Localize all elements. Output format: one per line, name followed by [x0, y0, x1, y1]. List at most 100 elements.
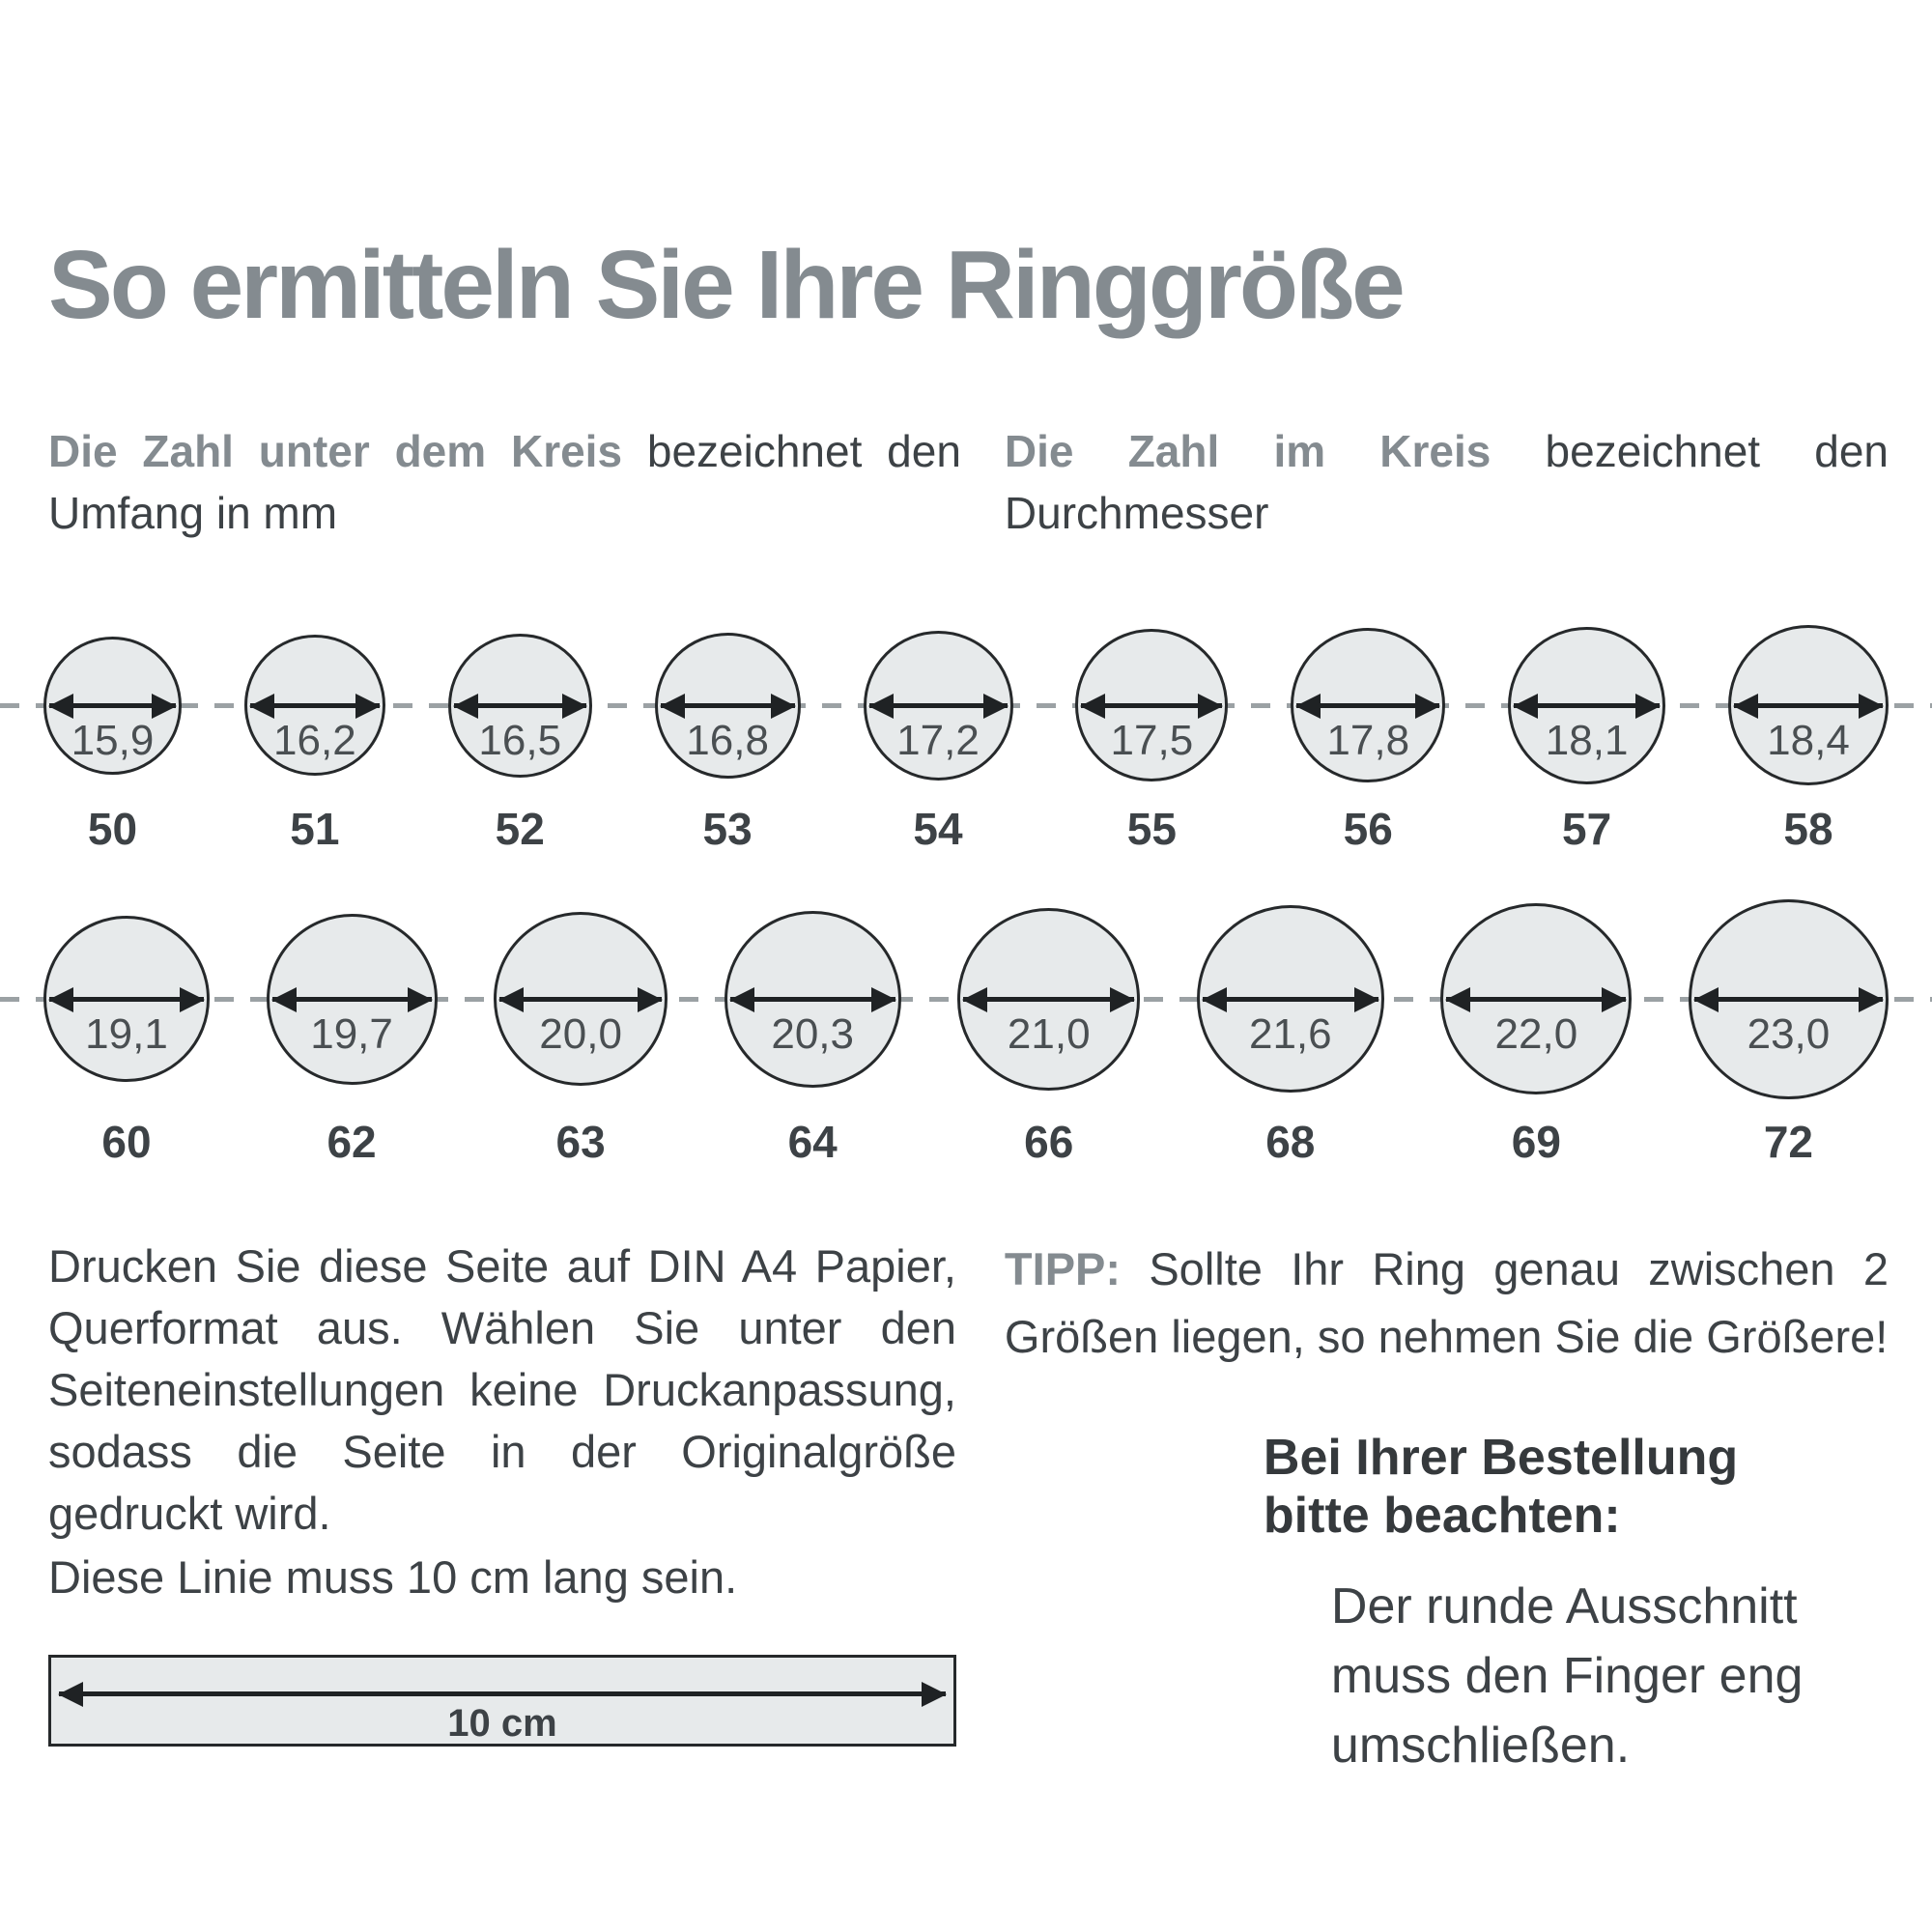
tip-text: TIPP: Sollte Ihr Ring genau zwischen 2 G… [1005, 1236, 1889, 1371]
bottom-section: Drucken Sie diese Seite auf DIN A4 Papie… [48, 1236, 1889, 1780]
ring-size-item: 15,9 50 [43, 623, 182, 855]
ring-size-item: 23,0 72 [1688, 897, 1889, 1168]
circumference-label: 72 [1763, 1117, 1814, 1167]
circumference-label: 51 [290, 804, 340, 854]
diameter-arrow-icon [49, 703, 176, 708]
diameter-arrow-icon [453, 703, 586, 708]
ring-size-item: 16,2 51 [243, 623, 385, 855]
line-length-note: Diese Linie muss 10 cm lang sein. [48, 1551, 738, 1603]
diameter-value: 22,0 [1494, 1010, 1578, 1058]
ring-circle: 21,6 [1196, 905, 1384, 1093]
ring-size-item: 17,8 56 [1291, 623, 1446, 855]
circle-box: 20,0 [494, 897, 668, 1100]
diameter-value: 21,6 [1248, 1010, 1332, 1058]
legend-circumference-lead: Die Zahl unter dem Kreis [48, 426, 623, 476]
legend-diameter-lead: Die Zahl im Kreis [1004, 426, 1492, 476]
circumference-label: 69 [1511, 1117, 1561, 1167]
tip-rest: Sollte Ihr Ring genau zwischen 2 Größen … [1004, 1243, 1889, 1362]
diameter-value: 21,0 [1007, 1010, 1091, 1058]
diameter-value: 23,0 [1747, 1010, 1831, 1058]
ring-size-item: 16,5 52 [447, 623, 592, 855]
circle-box: 16,8 [654, 623, 801, 787]
legend: Die Zahl unter dem Kreis bezeichnet den … [48, 420, 1889, 544]
ring-size-guide: So ermitteln Sie Ihre Ringgröße Die Zahl… [0, 230, 1932, 1932]
diameter-value: 19,7 [310, 1010, 393, 1058]
ring-circle: 23,0 [1688, 898, 1889, 1099]
ring-size-item: 19,1 60 [43, 897, 210, 1168]
diameter-arrow-icon [1296, 703, 1440, 708]
diameter-value: 19,1 [85, 1010, 168, 1058]
diameter-value: 16,8 [686, 717, 769, 764]
ring-row-2-wrap: 19,1 60 19,7 62 20,0 63 20,3 [0, 897, 1932, 1168]
ring-size-item: 21,6 68 [1196, 897, 1384, 1168]
ring-circle: 16,8 [654, 632, 801, 779]
ring-circle: 21,0 [957, 907, 1141, 1091]
circle-box: 17,5 [1075, 623, 1229, 787]
ring-size-item: 21,0 66 [957, 897, 1141, 1168]
ring-circle: 19,1 [43, 916, 210, 1082]
ring-circle: 17,5 [1075, 629, 1229, 781]
circle-box: 18,1 [1508, 623, 1666, 787]
circle-box: 15,9 [43, 623, 182, 787]
ring-size-item: 22,0 69 [1440, 897, 1633, 1168]
ring-circle: 17,2 [863, 630, 1013, 781]
circle-box: 17,2 [863, 623, 1013, 787]
ring-circle: 19,7 [266, 913, 438, 1085]
diameter-arrow-icon [499, 997, 663, 1002]
circle-box: 17,8 [1291, 623, 1446, 787]
circumference-label: 56 [1343, 804, 1393, 854]
ring-row-1: 15,9 50 16,2 51 16,5 52 16,8 [43, 623, 1889, 855]
circumference-label: 68 [1265, 1117, 1316, 1167]
circumference-label: 57 [1562, 804, 1612, 854]
legend-circumference: Die Zahl unter dem Kreis bezeichnet den … [48, 420, 961, 544]
circumference-label: 66 [1024, 1117, 1074, 1167]
circle-box: 22,0 [1440, 897, 1633, 1100]
circle-box: 23,0 [1688, 897, 1889, 1100]
ring-size-item: 17,2 54 [863, 623, 1013, 855]
tip-lead: TIPP: [1004, 1243, 1122, 1294]
diameter-arrow-icon [1734, 703, 1883, 708]
ring-size-item: 19,7 62 [266, 897, 438, 1168]
circle-box: 16,5 [447, 623, 592, 787]
page-title: So ermitteln Sie Ihre Ringgröße [48, 231, 1406, 339]
circle-box: 21,0 [957, 897, 1141, 1100]
circumference-label: 62 [327, 1117, 377, 1167]
circumference-label: 60 [101, 1117, 152, 1167]
ring-circle: 22,0 [1440, 903, 1633, 1094]
circle-box: 20,3 [724, 897, 901, 1100]
diameter-arrow-icon [49, 997, 204, 1002]
ring-size-item: 20,0 63 [494, 897, 668, 1168]
legend-circumference-rest: bezeichnet den Umfang in mm [48, 426, 961, 538]
circumference-label: 64 [787, 1117, 838, 1167]
ring-circle: 16,5 [447, 633, 592, 778]
diameter-arrow-icon [1514, 703, 1661, 708]
diameter-value: 17,2 [896, 717, 980, 764]
circumference-label: 53 [702, 804, 753, 854]
ring-size-item: 18,4 58 [1728, 623, 1889, 855]
diameter-value: 16,5 [478, 717, 562, 764]
ring-circle: 20,0 [494, 912, 668, 1086]
ring-circle: 16,2 [243, 635, 385, 776]
ten-cm-ruler: 10 cm [48, 1655, 956, 1747]
ring-circle: 15,9 [43, 636, 182, 775]
ring-size-item: 16,8 53 [654, 623, 801, 855]
diameter-value: 18,1 [1545, 717, 1629, 764]
tip-section: TIPP: Sollte Ihr Ring genau zwischen 2 G… [1005, 1236, 1889, 1780]
diameter-arrow-icon [1446, 997, 1627, 1002]
legend-diameter: Die Zahl im Kreis bezeichnet den Durchme… [1005, 420, 1889, 544]
ring-size-item: 20,3 64 [724, 897, 901, 1168]
diameter-arrow-icon [1693, 997, 1883, 1002]
diameter-arrow-icon [249, 703, 380, 708]
diameter-arrow-icon [660, 703, 795, 708]
legend-diameter-rest: bezeichnet den Durchmesser [1004, 426, 1889, 538]
ring-circle: 18,4 [1728, 625, 1889, 785]
ring-row-2: 19,1 60 19,7 62 20,0 63 20,3 [43, 897, 1889, 1168]
circle-box: 18,4 [1728, 623, 1889, 787]
print-instructions: Drucken Sie diese Seite auf DIN A4 Papie… [48, 1236, 961, 1780]
circle-box: 16,2 [243, 623, 385, 787]
circle-box: 19,7 [266, 897, 438, 1100]
ring-size-item: 18,1 57 [1508, 623, 1666, 855]
order-note-heading: Bei Ihrer Bestellung bitte beachten: [1263, 1430, 1739, 1544]
ruler-label: 10 cm [447, 1702, 557, 1746]
circumference-label: 63 [555, 1117, 606, 1167]
